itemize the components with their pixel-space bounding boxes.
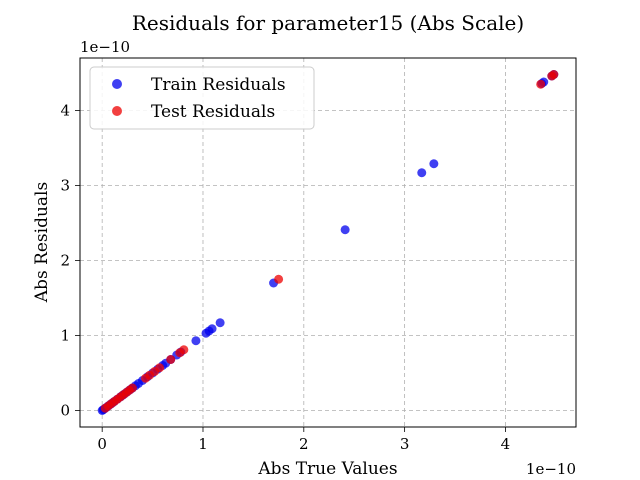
legend-marker-test (112, 106, 122, 116)
axis-ticks: 0 1 2 3 4 0 1 2 3 4 (60, 102, 510, 454)
x-tick-label: 4 (501, 435, 511, 453)
test-point (127, 383, 137, 393)
y-tick-label: 2 (60, 252, 70, 270)
train-point (429, 159, 439, 169)
y-tick-label: 3 (60, 177, 70, 195)
legend-label-test: Test Residuals (151, 102, 275, 122)
grid (80, 58, 576, 427)
x-offset-text: 1e−10 (526, 460, 576, 478)
y-tick-label: 1 (60, 327, 70, 345)
y-tick-label: 0 (60, 402, 70, 420)
test-point (166, 355, 176, 364)
x-tick-label: 0 (97, 435, 107, 453)
legend-label-train: Train Residuals (151, 75, 286, 95)
train-point (215, 318, 225, 328)
legend-box (89, 66, 315, 130)
train-point (417, 168, 427, 178)
plot-frame (79, 57, 577, 428)
test-point (549, 70, 559, 79)
test-point (536, 79, 546, 89)
chart-title: Residuals for parameter15 (Abs Scale) (132, 11, 524, 35)
x-tick-label: 1 (198, 435, 208, 453)
x-tick-label: 2 (299, 435, 309, 453)
x-axis-title: Abs True Values (257, 459, 397, 479)
test-point (155, 363, 165, 373)
data-points (97, 70, 559, 415)
test-point (179, 345, 189, 355)
legend-marker-train (112, 79, 122, 89)
test-point (274, 274, 284, 284)
y-offset-text: 1e−10 (80, 38, 130, 56)
legend: Train Residuals Test Residuals (89, 66, 315, 130)
train-point (207, 324, 217, 334)
x-tick-label: 3 (400, 435, 410, 453)
train-point (191, 336, 201, 346)
train-point (340, 225, 350, 235)
y-axis-title: Abs Residuals (32, 182, 52, 303)
y-tick-label: 4 (60, 102, 70, 120)
